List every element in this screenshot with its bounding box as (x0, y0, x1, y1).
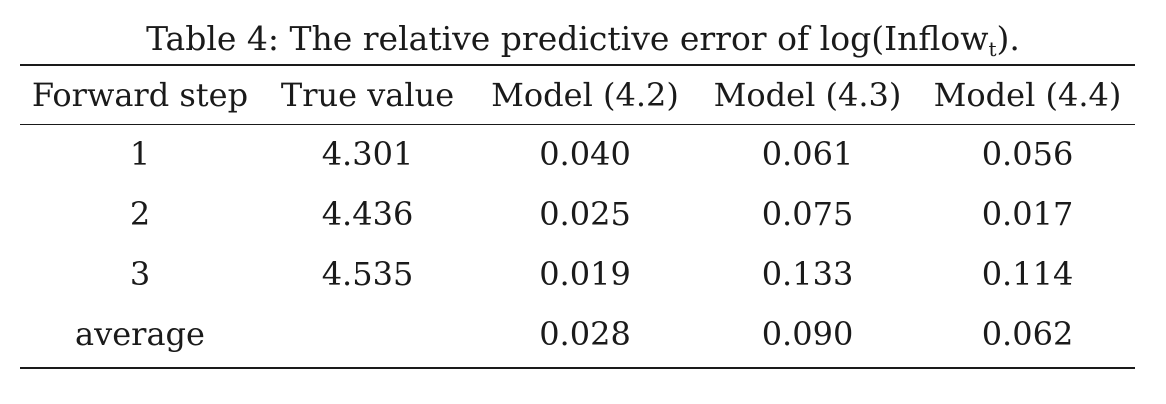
header-row: Forward step True value Model (4.2) Mode… (20, 66, 1135, 124)
table-row: 1 4.301 0.040 0.061 0.056 (20, 124, 1135, 184)
bottom-rule (20, 367, 1135, 369)
caption-suffix: ). (996, 19, 1020, 58)
table-cell: 0.040 (539, 135, 631, 173)
table-cell: 3 (129, 255, 151, 293)
table-cell: 0.025 (539, 195, 631, 233)
table-caption: Table 4: The relative predictive error o… (0, 14, 1166, 64)
table-cell: 0.075 (761, 195, 854, 233)
header-rule (20, 124, 1135, 125)
table-row: 2 4.436 0.025 0.075 0.017 (20, 184, 1135, 244)
table-cell: 4.436 (321, 195, 414, 233)
header-cell-model-4-2: Model (4.2) (491, 76, 679, 114)
header-cell-model-4-3: Model (4.3) (713, 76, 902, 114)
results-table: Forward step True value Model (4.2) Mode… (20, 66, 1135, 364)
table-cell: 0.090 (761, 315, 854, 353)
table-cell: 0.019 (539, 255, 631, 293)
table-cell: 4.535 (321, 255, 414, 293)
table-cell: 0.056 (981, 135, 1074, 173)
table-cell: 0.028 (539, 315, 631, 353)
table-cell: 2 (129, 195, 151, 233)
table-cell: 0.062 (981, 315, 1074, 353)
header-cell-model-4-4: Model (4.4) (933, 76, 1122, 114)
table-cell: 1 (129, 135, 151, 173)
table-cell: 0.133 (761, 255, 854, 293)
table-row: 3 4.535 0.019 0.133 0.114 (20, 244, 1135, 304)
caption-subscript: t (988, 37, 997, 61)
header-cell-true-value: True value (280, 76, 455, 114)
table-cell: 0.061 (761, 135, 854, 173)
caption-text: Table 4: The relative predictive error o… (146, 19, 989, 58)
table-cell: 0.017 (981, 195, 1074, 233)
header-cell-forward-step: Forward step (31, 76, 249, 114)
table-cell: average (75, 315, 205, 353)
table-cell: 4.301 (321, 135, 414, 173)
table-cell: 0.114 (981, 255, 1074, 293)
table-cell (260, 304, 475, 364)
table-row-average: average 0.028 0.090 0.062 (20, 304, 1135, 364)
top-rule (20, 64, 1135, 66)
